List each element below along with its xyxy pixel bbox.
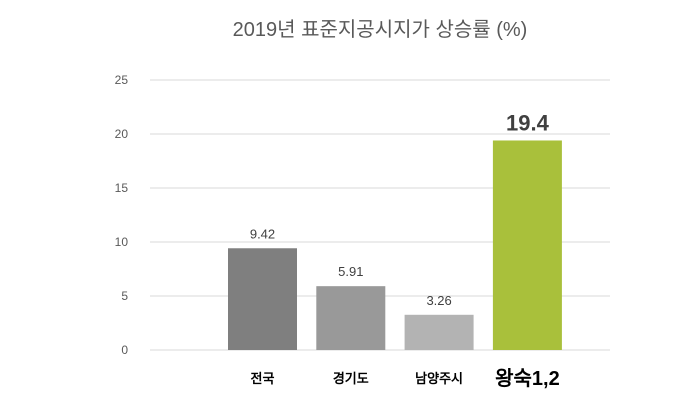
y-tick-label: 25 xyxy=(115,73,129,87)
chart-title: 2019년 표준지공시지가 상승률 (%) xyxy=(233,18,528,41)
y-tick-label: 20 xyxy=(115,127,129,141)
y-tick-label: 5 xyxy=(121,289,128,303)
bar xyxy=(492,140,562,350)
x-category-label: 경기도 xyxy=(333,371,369,386)
x-category-label: 남양주시 xyxy=(415,371,463,386)
y-tick-label: 10 xyxy=(115,235,129,249)
bar xyxy=(404,314,474,350)
bar xyxy=(316,286,386,350)
y-tick-label: 15 xyxy=(115,181,129,195)
data-label: 9.42 xyxy=(250,226,275,241)
data-label: 19.4 xyxy=(506,110,550,135)
bar xyxy=(228,248,297,350)
x-category-label: 왕숙1,2 xyxy=(495,367,560,390)
data-label: 3.26 xyxy=(426,293,451,308)
data-label: 5.91 xyxy=(338,264,363,279)
x-category-label: 전국 xyxy=(251,371,275,386)
y-tick-label: 0 xyxy=(121,343,128,357)
